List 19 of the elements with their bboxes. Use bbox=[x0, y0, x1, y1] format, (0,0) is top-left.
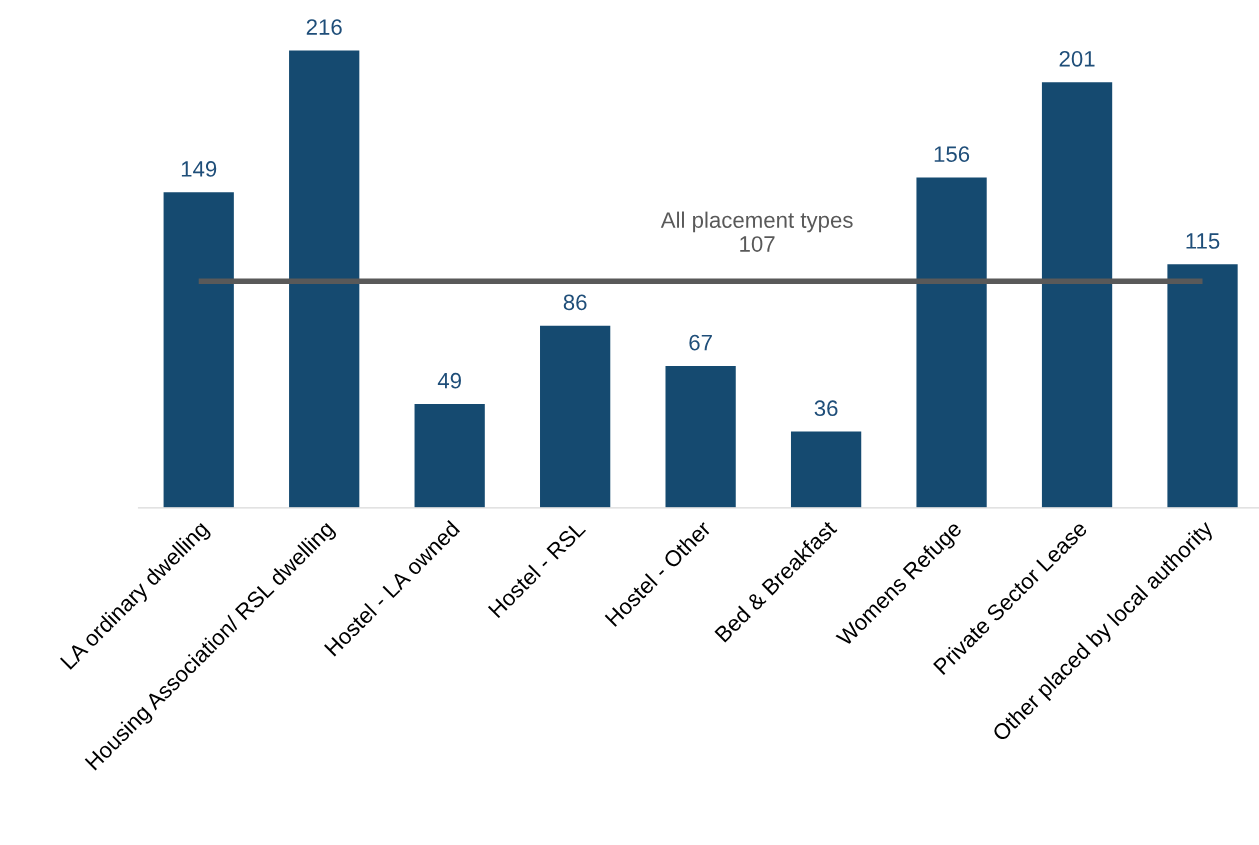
bar bbox=[163, 192, 234, 508]
data-label: 201 bbox=[1059, 50, 1095, 67]
data-label: 49 bbox=[437, 372, 461, 389]
data-label: 216 bbox=[306, 19, 342, 35]
bar bbox=[665, 365, 736, 508]
bar bbox=[1167, 264, 1238, 508]
data-label: 149 bbox=[181, 161, 217, 177]
data-label: 115 bbox=[1186, 233, 1220, 249]
bar bbox=[414, 404, 485, 508]
ref-line-label: All placement types 107 bbox=[660, 211, 853, 252]
bar bbox=[790, 431, 862, 508]
data-label: 67 bbox=[689, 334, 712, 351]
data-label: 86 bbox=[563, 294, 587, 311]
bar bbox=[916, 177, 987, 508]
data-label: 156 bbox=[934, 146, 970, 163]
bar bbox=[540, 325, 611, 508]
bar bbox=[289, 50, 360, 508]
data-label: 36 bbox=[814, 400, 838, 417]
bar bbox=[1041, 82, 1113, 508]
